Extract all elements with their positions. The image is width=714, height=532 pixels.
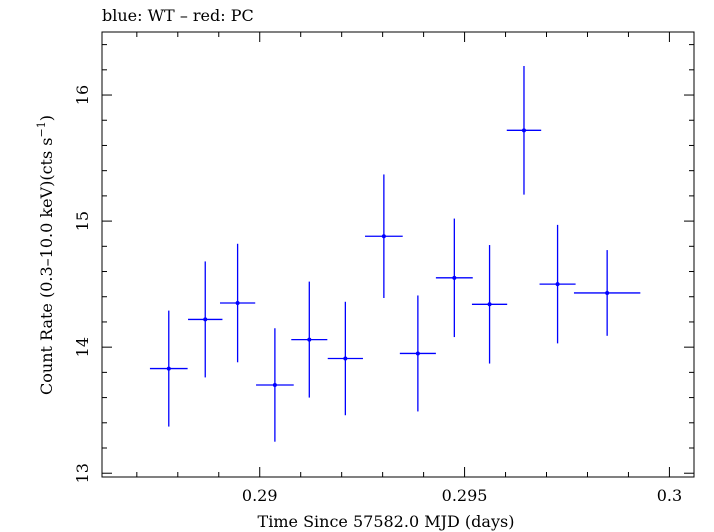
data-point bbox=[573, 250, 641, 336]
data-point bbox=[506, 66, 542, 195]
point-marker bbox=[307, 337, 312, 342]
point-marker bbox=[487, 302, 492, 307]
point-marker bbox=[452, 275, 457, 280]
data-points bbox=[149, 66, 641, 442]
plot-frame bbox=[101, 31, 695, 478]
point-marker bbox=[203, 317, 208, 322]
y-axis-title-close: ) bbox=[37, 115, 56, 121]
x-axis-title: Time Since 57582.0 MJD (days) bbox=[258, 512, 515, 531]
data-point bbox=[219, 243, 256, 363]
data-point bbox=[188, 261, 223, 378]
point-marker bbox=[166, 366, 171, 371]
data-point bbox=[365, 174, 403, 298]
point-marker bbox=[521, 128, 526, 133]
data-point bbox=[149, 310, 188, 427]
point-marker bbox=[415, 351, 420, 356]
y-tick-label: 14 bbox=[73, 337, 92, 357]
y-axis-title-exponent: −1 bbox=[35, 121, 48, 137]
x-tick-label: 0.29 bbox=[242, 486, 278, 505]
data-point bbox=[471, 245, 508, 364]
y-axis-title: Count Rate (0.3–10.0 keV)(cts s−1) bbox=[35, 115, 56, 395]
axis-tick-labels: 0.29 0.295 0.3 13 14 15 16 bbox=[73, 85, 682, 505]
y-tick-label: 16 bbox=[73, 85, 92, 105]
point-marker bbox=[381, 234, 386, 239]
point-marker bbox=[235, 301, 240, 306]
point-marker bbox=[605, 290, 610, 295]
data-point bbox=[256, 328, 294, 442]
point-marker bbox=[272, 382, 277, 387]
data-point bbox=[399, 295, 436, 412]
y-axis-title-main: Count Rate (0.3–10.0 keV)(cts s bbox=[37, 138, 56, 395]
chart-title: blue: WT – red: PC bbox=[102, 6, 254, 25]
point-marker bbox=[555, 282, 560, 287]
data-point bbox=[327, 301, 363, 416]
point-marker bbox=[343, 356, 348, 361]
data-point bbox=[435, 218, 473, 338]
y-tick-label: 13 bbox=[73, 463, 92, 483]
data-point bbox=[291, 281, 328, 398]
data-point bbox=[539, 224, 576, 344]
x-tick-label: 0.3 bbox=[657, 486, 682, 505]
y-tick-label: 15 bbox=[73, 211, 92, 231]
axis-ticks bbox=[102, 32, 694, 477]
x-tick-label: 0.295 bbox=[442, 486, 488, 505]
